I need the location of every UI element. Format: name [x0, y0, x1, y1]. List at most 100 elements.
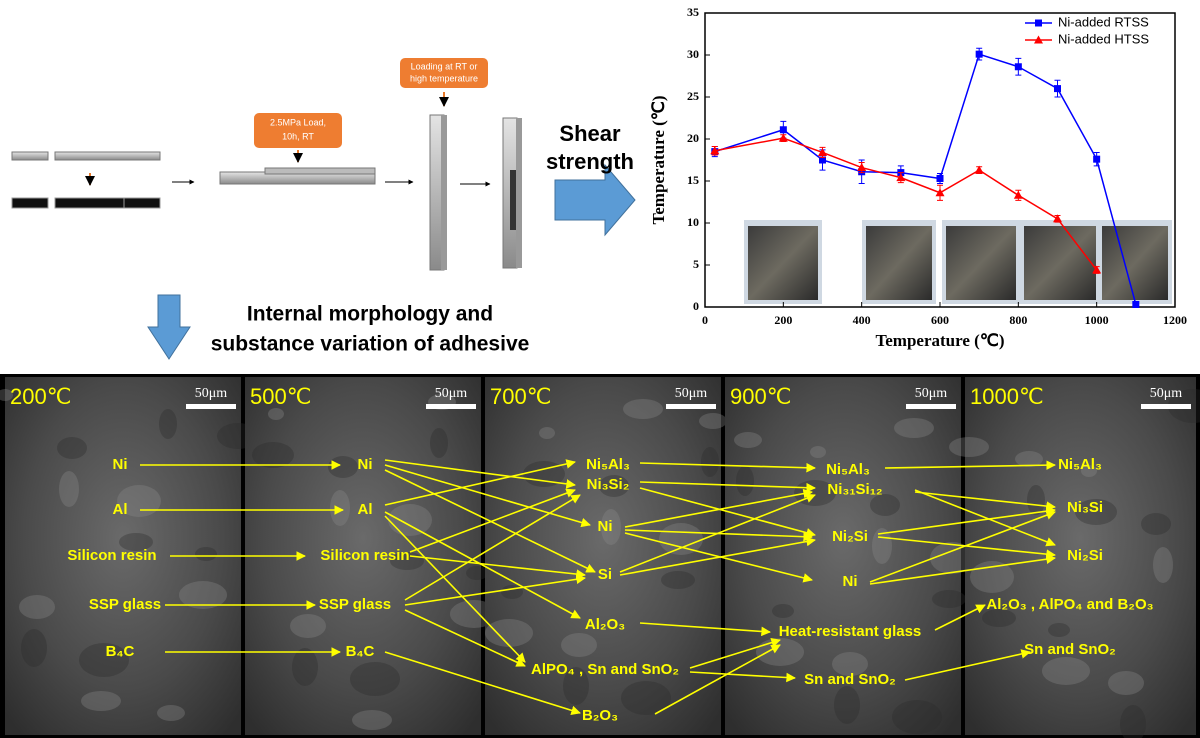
sem-texture: [352, 710, 392, 730]
point: [976, 51, 983, 58]
sem-texture: [561, 633, 597, 657]
x-tick-label: 1200: [1163, 313, 1187, 327]
sem-texture: [661, 571, 695, 589]
sem-texture: [157, 705, 185, 721]
substance-label: B₄C: [346, 643, 375, 660]
sem-texture: [810, 446, 826, 458]
substance-label: Silicon resin: [320, 547, 409, 564]
sem-texture: [19, 595, 55, 619]
scale-bar: [186, 404, 236, 409]
sem-texture: [466, 566, 488, 580]
sem-texture: [81, 691, 121, 711]
y-tick-label: 10: [687, 215, 699, 229]
point: [780, 126, 787, 133]
point: [937, 175, 944, 182]
sem-texture: [350, 662, 400, 696]
substance-label: Ni₅Al₃: [586, 456, 630, 473]
substance-label: Al₂O₃: [585, 616, 625, 633]
sem-texture: [268, 408, 284, 420]
y-tick-label: 0: [693, 299, 699, 313]
panel-temperature: 700℃: [490, 384, 551, 409]
point: [1015, 63, 1022, 70]
substance-label: Si: [598, 566, 612, 583]
scale-bar: [906, 404, 956, 409]
scale-bar: [426, 404, 476, 409]
loading-label: high temperature: [410, 73, 478, 83]
morphology-label: substance variation of adhesive: [211, 333, 530, 356]
sample-photo: [866, 226, 932, 300]
y-tick-label: 30: [687, 47, 699, 61]
sem-texture: [1141, 513, 1171, 535]
y-tick-label: 25: [687, 89, 699, 103]
load-label: 10h, RT: [282, 131, 314, 141]
sem-texture: [388, 504, 432, 536]
sem-texture: [539, 427, 555, 439]
substance-label: Ni: [113, 456, 128, 473]
substance-label: Al₂O₃ , AlPO₄ and B₂O₃: [986, 596, 1153, 613]
point: [1054, 85, 1061, 92]
panel-temperature: 900℃: [730, 384, 791, 409]
sem-texture: [949, 437, 989, 457]
substance-label: SSP glass: [319, 596, 391, 613]
substance-label: Silicon resin: [67, 547, 156, 564]
substance-label: Ni: [843, 573, 858, 590]
sem-texture: [894, 418, 934, 438]
scale-bar-label: 50μm: [435, 386, 468, 401]
substance-label: B₂O₃: [582, 707, 618, 724]
substance-label: Heat-resistant glass: [779, 623, 922, 640]
scale-bar-label: 50μm: [1150, 386, 1183, 401]
substance-label: AlPO₄ , Sn and SnO₂: [531, 661, 679, 678]
sem-texture: [1048, 623, 1070, 637]
sem-texture: [699, 413, 727, 429]
substance-label: Ni: [358, 456, 373, 473]
y-tick-label: 5: [693, 257, 699, 271]
substance-label: SSP glass: [89, 596, 161, 613]
shear-label: Shear: [559, 121, 621, 146]
sem-texture: [932, 590, 966, 608]
substance-label: Ni: [598, 518, 613, 535]
sem-texture: [57, 437, 87, 459]
sem-texture: [328, 456, 358, 478]
y-tick-label: 20: [687, 131, 699, 145]
substance-label: Ni₃Si: [1067, 499, 1103, 516]
x-tick-label: 1000: [1085, 313, 1109, 327]
sem-texture: [734, 432, 762, 448]
legend-label: Ni-added HTSS: [1058, 31, 1149, 46]
substance-label: Ni₃₁Si₁₂: [827, 481, 882, 498]
morphology-label: Internal morphology and: [247, 303, 493, 326]
sample-photo: [946, 226, 1016, 300]
sem-texture: [772, 604, 794, 618]
point: [1014, 191, 1023, 199]
panel-temperature: 1000℃: [970, 384, 1044, 409]
loading-label: Loading at RT or: [411, 61, 478, 71]
x-tick-label: 800: [1009, 313, 1027, 327]
sample-photo: [748, 226, 818, 300]
sem-texture: [834, 686, 860, 724]
sem-texture: [330, 490, 350, 526]
sem-texture: [430, 428, 448, 458]
substance-label: Sn and SnO₂: [804, 671, 896, 688]
scale-bar-label: 50μm: [915, 386, 948, 401]
substance-label: Ni₅Al₃: [826, 461, 870, 478]
sem-texture: [1108, 671, 1144, 695]
sem-texture: [1042, 657, 1090, 685]
load-label: 2.5MPa Load,: [270, 117, 326, 127]
substance-label: Ni₂Si: [832, 528, 868, 545]
substance-label: Ni₃Si₂: [587, 476, 630, 493]
legend-marker: [1035, 20, 1042, 27]
x-axis-title: Temperature (℃): [875, 331, 1004, 350]
sem-texture: [159, 409, 177, 439]
scale-bar: [666, 404, 716, 409]
point: [1093, 156, 1100, 163]
sem-texture: [623, 399, 663, 419]
sem-texture: [59, 471, 79, 507]
x-tick-label: 0: [702, 313, 708, 327]
sem-texture: [701, 447, 719, 477]
scale-bar-label: 50μm: [195, 386, 228, 401]
schematic: 2.5MPa Load, 10h, RT Loading at RT or high …: [12, 58, 635, 359]
x-tick-label: 600: [931, 313, 949, 327]
page: 2.5MPa Load, 10h, RT Loading at RT or high …: [0, 0, 1200, 738]
substance-label: Al: [358, 501, 373, 518]
